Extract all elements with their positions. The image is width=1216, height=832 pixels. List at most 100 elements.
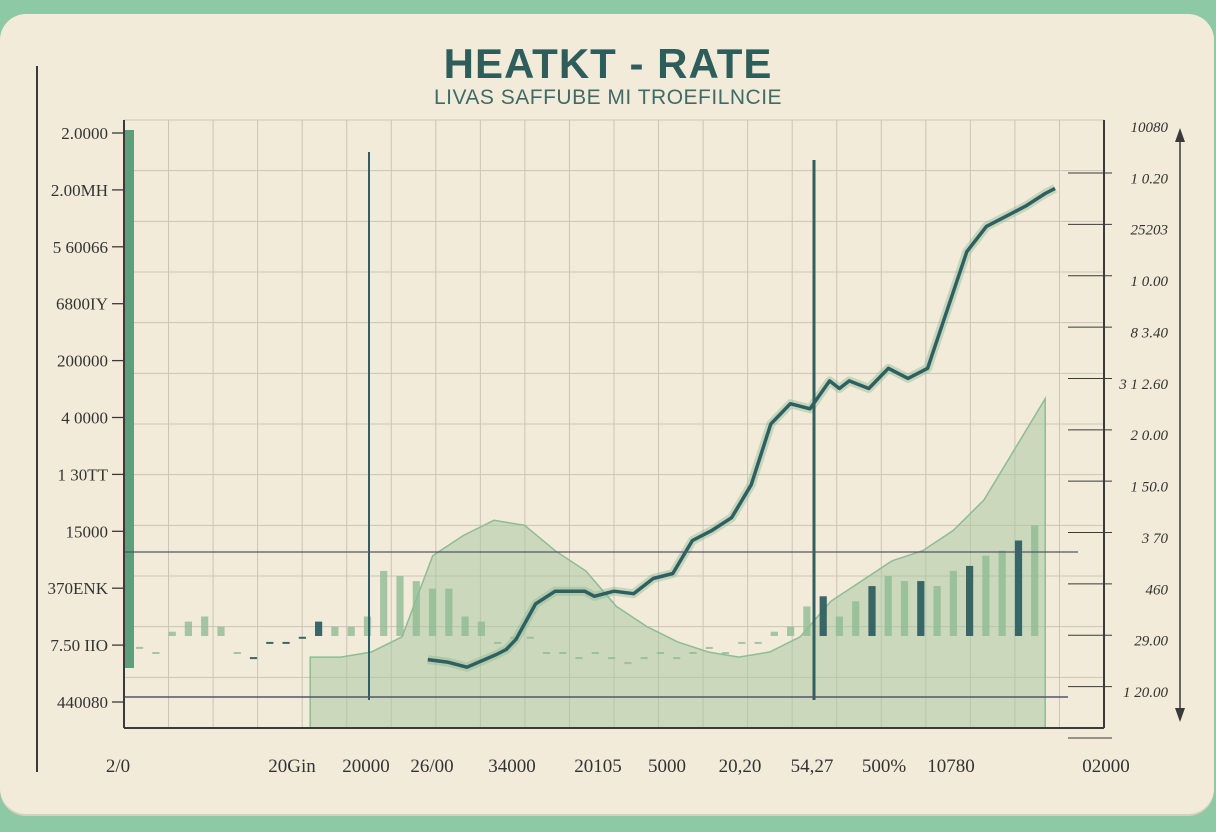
bar-mark xyxy=(428,588,437,636)
bar-mark xyxy=(315,621,323,636)
bar-mark xyxy=(461,616,469,636)
bar-mark xyxy=(705,646,713,649)
axes xyxy=(36,66,1185,772)
bar-mark xyxy=(184,621,192,636)
bar-mark xyxy=(656,652,664,654)
y-tick-label: 15000 xyxy=(66,522,109,541)
y-right-tick-label: 10080 xyxy=(1131,120,1169,136)
bar-mark xyxy=(917,581,925,636)
x-tick-label: 54,27 xyxy=(791,756,834,777)
bar-mark xyxy=(217,626,225,636)
x-tick-label: 20Gin xyxy=(268,756,316,777)
x-tick-label: 26/00 xyxy=(410,756,453,777)
x-tick-label: 10780 xyxy=(927,756,975,777)
bar-mark xyxy=(445,588,453,636)
bar-mark xyxy=(266,641,274,644)
x-tick-label: 500% xyxy=(862,756,907,777)
chart-subtitle: LIVAS SAFFUBE MI TROEFILNCIE xyxy=(433,86,783,109)
y-right-tick-label: 460 xyxy=(1146,582,1169,598)
y-tick-label: 5 60066 xyxy=(53,238,108,257)
y-tick-label: 1 30TT xyxy=(57,465,108,484)
bar-mark xyxy=(787,626,795,636)
y-right-tick-label: 3 70 xyxy=(1141,531,1169,547)
y-right-tick-label: 3 1 2.60 xyxy=(1118,377,1168,393)
left-bar-mark xyxy=(124,130,134,668)
bar-mark xyxy=(477,621,485,636)
bar-mark xyxy=(233,652,241,654)
y-tick-label: 6800IY xyxy=(56,295,108,314)
bar-mark xyxy=(526,636,534,639)
bar-mark xyxy=(363,616,372,636)
bar-mark xyxy=(575,657,583,660)
bar-mark xyxy=(1031,525,1039,636)
bar-mark xyxy=(868,586,876,636)
bar-mark xyxy=(754,641,762,644)
bar-mark xyxy=(624,662,632,665)
bar-mark xyxy=(298,636,306,639)
y-right-tick-label: 1 20.00 xyxy=(1123,685,1169,701)
bar-mark xyxy=(201,616,209,636)
x-tick-label: 20,20 xyxy=(719,756,762,777)
y-right-tick-label: 29.00 xyxy=(1134,634,1168,650)
bar-mark xyxy=(396,576,404,636)
tick-labels: 2.0000 2.00MH 5 60066 6800IY 200000 4 0000 1 3… xyxy=(48,120,1169,777)
bar-mark xyxy=(331,626,339,636)
bar-mark xyxy=(1014,540,1023,636)
bar-mark xyxy=(608,657,616,660)
bar-mark xyxy=(494,641,502,644)
bar-mark xyxy=(721,652,730,654)
line-mark xyxy=(427,186,1056,669)
chart-title: HEATKT - RATE xyxy=(443,40,773,87)
bar-mark xyxy=(966,565,974,636)
bar-mark xyxy=(640,657,648,660)
bar-mark xyxy=(770,631,778,636)
x-tick-label: 20000 xyxy=(342,756,390,777)
y-tick-label: 2.00MH xyxy=(51,181,108,200)
x-tick-label: 20105 xyxy=(574,756,622,777)
bar-mark xyxy=(510,636,518,639)
bar-mark xyxy=(998,550,1006,636)
bar-mark xyxy=(803,606,811,636)
y-right-tick-label: 25203 xyxy=(1131,223,1169,239)
bar-mark xyxy=(835,616,843,636)
y-tick-label: 2.0000 xyxy=(61,124,108,143)
bar-mark xyxy=(380,570,388,636)
bar-mark xyxy=(819,596,827,636)
y-right-tick-label: 2 0.00 xyxy=(1131,428,1169,444)
bar-mark xyxy=(542,652,551,654)
y-right-tick-label: 8 3.40 xyxy=(1131,325,1169,341)
y-right-tick-label: 1 0.20 xyxy=(1131,171,1169,187)
x-tick-label: 5000 xyxy=(648,756,686,777)
bar-mark xyxy=(900,581,909,636)
y-right-tick-label: 1 50.0 xyxy=(1131,480,1169,496)
bar-mark xyxy=(559,652,567,654)
bar-mark xyxy=(136,646,144,649)
bar-mark xyxy=(852,601,860,636)
x-tick-label: 2/0 xyxy=(106,756,130,777)
y-tick-label: 370ENK xyxy=(48,579,109,598)
bar-mark xyxy=(982,555,990,636)
bar-mark xyxy=(689,652,697,654)
bar-mark xyxy=(412,581,420,636)
y-right-tick-label: 1 0.00 xyxy=(1131,274,1169,290)
bar-mark xyxy=(933,586,941,636)
y-tick-label: 4 0000 xyxy=(61,409,108,428)
bar-mark xyxy=(884,576,892,636)
bar-mark xyxy=(168,631,176,636)
bar-series xyxy=(124,130,1039,668)
y-tick-label: 200000 xyxy=(57,352,108,371)
arrow-up-icon xyxy=(1175,128,1185,142)
bar-mark xyxy=(152,652,160,654)
x-tick-label: 34000 xyxy=(488,756,536,777)
arrow-down-icon xyxy=(1175,708,1185,722)
bar-mark xyxy=(738,641,746,644)
bar-mark xyxy=(949,570,957,636)
x-tick-label: 02000 xyxy=(1082,756,1130,777)
y-tick-label: 7.50 IIO xyxy=(50,636,108,655)
bar-mark xyxy=(347,626,355,636)
bar-mark xyxy=(591,652,599,654)
bar-mark xyxy=(282,641,290,644)
y-tick-label: 440080 xyxy=(57,693,108,712)
bar-mark xyxy=(673,657,681,660)
